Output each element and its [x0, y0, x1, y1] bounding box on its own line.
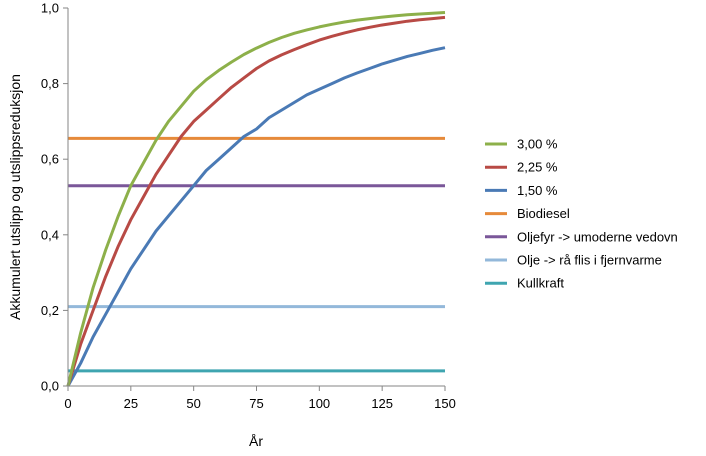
y-tick-label: 0,4	[41, 227, 59, 242]
legend: 3,00 % 2,25 % 1,50 % Biodiesel Oljefyr -> um…	[485, 137, 678, 291]
y-tick-label: 0,2	[41, 303, 59, 318]
legend-label: Kullkraft	[517, 276, 564, 291]
y-tick-label: 0,8	[41, 76, 59, 91]
x-tick-label: 100	[308, 396, 330, 411]
series-line-3	[66, 46, 446, 387]
legend-label: 3,00 %	[517, 137, 558, 152]
series-line-2	[66, 15, 446, 387]
y-tick-label: 1,0	[41, 1, 59, 16]
series-line-1	[66, 11, 446, 387]
ticks-layer: 0,0 0,2 0,4 0,6 0,8 1,0 0 25 50 75 100 125 150	[41, 1, 456, 412]
x-tick-label: 75	[249, 396, 263, 411]
x-axis-title: År	[249, 433, 263, 449]
x-tick-label: 0	[64, 396, 71, 411]
x-tick-label: 125	[371, 396, 393, 411]
legend-label: Biodiesel	[517, 206, 570, 221]
y-tick-label: 0,0	[41, 379, 59, 394]
legend-label: 1,50 %	[517, 183, 558, 198]
y-tick-label: 0,6	[41, 152, 59, 167]
x-tick-label: 150	[434, 396, 456, 411]
y-axis-title: Akkumulert utslipp og utslippsreduksjon	[7, 74, 23, 320]
x-tick-label: 25	[124, 396, 138, 411]
x-tick-label: 50	[186, 396, 200, 411]
legend-label: Oljefyr -> umoderne vedovn	[517, 229, 678, 244]
series-layer	[66, 11, 446, 387]
legend-label: 2,25 %	[517, 160, 558, 175]
legend-label: Olje -> rå flis i fjernvarme	[517, 253, 662, 268]
